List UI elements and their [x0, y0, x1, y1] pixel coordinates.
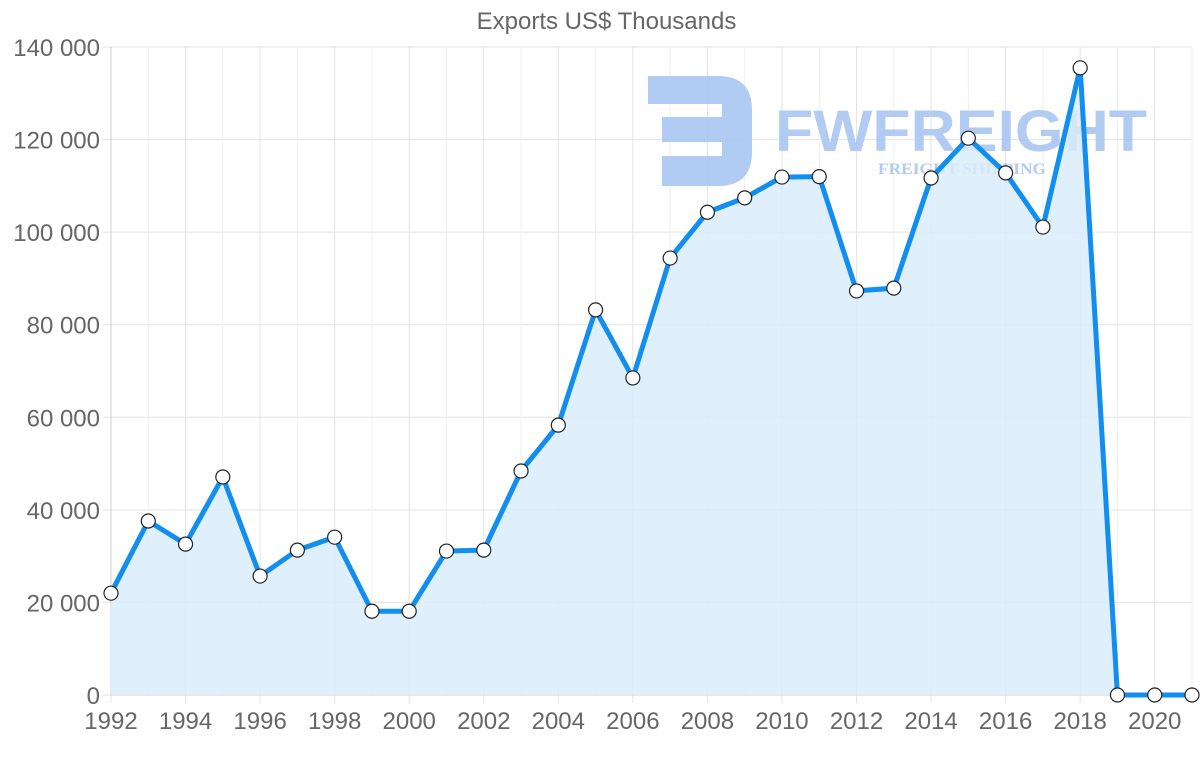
y-tick-label: 120 000	[13, 128, 100, 155]
x-tick-label: 2004	[532, 708, 585, 735]
data-point[interactable]	[587, 302, 604, 318]
data-point[interactable]	[886, 280, 902, 296]
data-point[interactable]	[960, 130, 976, 146]
data-point[interactable]	[811, 169, 827, 185]
data-point[interactable]	[625, 370, 641, 386]
x-tick-label: 2014	[904, 708, 957, 735]
data-point[interactable]	[1035, 219, 1051, 235]
y-tick-label: 100 000	[13, 220, 100, 247]
x-tick-label: 1994	[159, 708, 212, 735]
x-tick-label: 1996	[233, 708, 286, 735]
data-point[interactable]	[1184, 687, 1200, 703]
data-point[interactable]	[774, 169, 790, 185]
data-point[interactable]	[737, 190, 753, 206]
x-tick-label: 1998	[308, 708, 361, 735]
data-point[interactable]	[140, 513, 156, 529]
data-point[interactable]	[364, 603, 380, 619]
data-point[interactable]	[327, 529, 343, 545]
x-axis-ticks: 1992 1994 1996 1998 2000 2002 2004 2006 2008 2010…	[84, 708, 1181, 735]
data-point[interactable]	[998, 165, 1014, 181]
data-point[interactable]	[438, 543, 455, 559]
fw-logo-icon	[648, 76, 752, 186]
y-tick-label: 80 000	[27, 313, 100, 340]
data-point[interactable]	[662, 250, 678, 266]
y-tick-label: 140 000	[13, 35, 100, 62]
x-tick-label: 2008	[681, 708, 734, 735]
data-point[interactable]	[103, 585, 119, 601]
data-point[interactable]	[923, 170, 939, 186]
y-tick-label: 0	[87, 683, 100, 710]
data-points	[103, 60, 1200, 703]
y-tick-label: 20 000	[27, 590, 100, 617]
data-point[interactable]	[215, 469, 231, 485]
x-tick-label: 2000	[383, 708, 436, 735]
data-point[interactable]	[476, 542, 492, 558]
data-point[interactable]	[1072, 60, 1088, 76]
x-tick-label: 2020	[1128, 708, 1181, 735]
data-point[interactable]	[550, 417, 566, 433]
data-point[interactable]	[699, 204, 716, 220]
x-tick-label: 2012	[830, 708, 883, 735]
x-tick-label: 2016	[979, 708, 1032, 735]
x-tick-label: 2002	[457, 708, 510, 735]
y-tick-label: 40 000	[27, 498, 100, 525]
area-fill	[111, 67, 1192, 696]
chart-title: Exports US$ Thousands	[476, 8, 737, 35]
data-point[interactable]	[513, 463, 529, 479]
data-point[interactable]	[289, 542, 305, 558]
y-tick-label: 60 000	[27, 405, 100, 432]
data-point[interactable]	[177, 536, 194, 552]
data-point[interactable]	[401, 603, 417, 619]
y-axis-ticks: 0 20 000 40 000 60 000 80 000 100 000 120 000 1…	[13, 35, 100, 710]
data-point[interactable]	[1109, 687, 1126, 703]
x-tick-label: 2010	[755, 708, 808, 735]
data-point[interactable]	[252, 568, 268, 584]
x-tick-label: 2018	[1053, 708, 1106, 735]
data-point[interactable]	[848, 283, 865, 299]
x-tick-label: 2006	[606, 708, 659, 735]
x-tick-label: 1992	[84, 708, 137, 735]
data-point[interactable]	[1147, 687, 1163, 703]
